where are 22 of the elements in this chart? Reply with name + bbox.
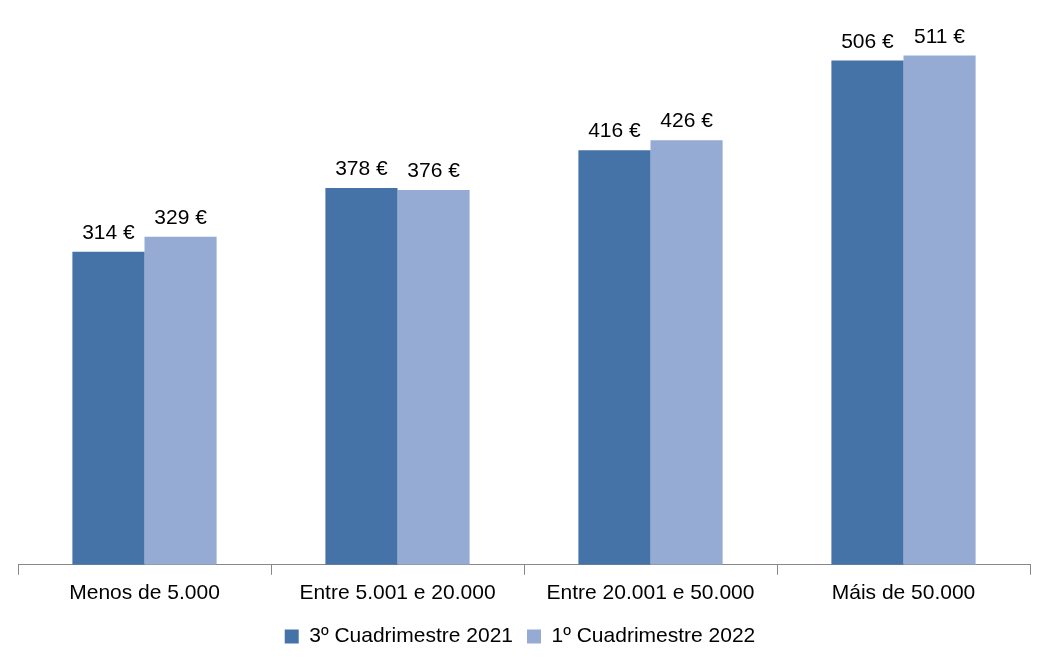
x-tick-label: Menos de 5.000 (69, 580, 220, 604)
legend-label: 3º Cuadrimestre 2021 (309, 623, 514, 647)
data-label: 314 € (82, 220, 136, 244)
data-label: 378 € (335, 156, 389, 180)
bar (903, 55, 976, 565)
data-label: 426 € (660, 108, 714, 132)
data-label: 511 € (914, 23, 966, 47)
bar (397, 190, 470, 565)
bar (831, 60, 904, 565)
data-label: 416 € (588, 118, 642, 142)
data-label: 376 € (407, 158, 461, 182)
bar (578, 150, 651, 565)
bar (72, 251, 145, 565)
data-label: 506 € (841, 28, 895, 52)
bar (650, 140, 723, 565)
legend-label: 1º Cuadrimestre 2022 (551, 623, 756, 647)
bar (144, 236, 217, 565)
x-tick-label: Entre 20.001 e 50.000 (546, 580, 755, 604)
bar (325, 188, 398, 565)
x-tick-label: Entre 5.001 e 20.000 (299, 580, 496, 604)
data-label: 329 € (154, 205, 208, 229)
x-tick-label: Máis de 50.000 (831, 580, 976, 604)
